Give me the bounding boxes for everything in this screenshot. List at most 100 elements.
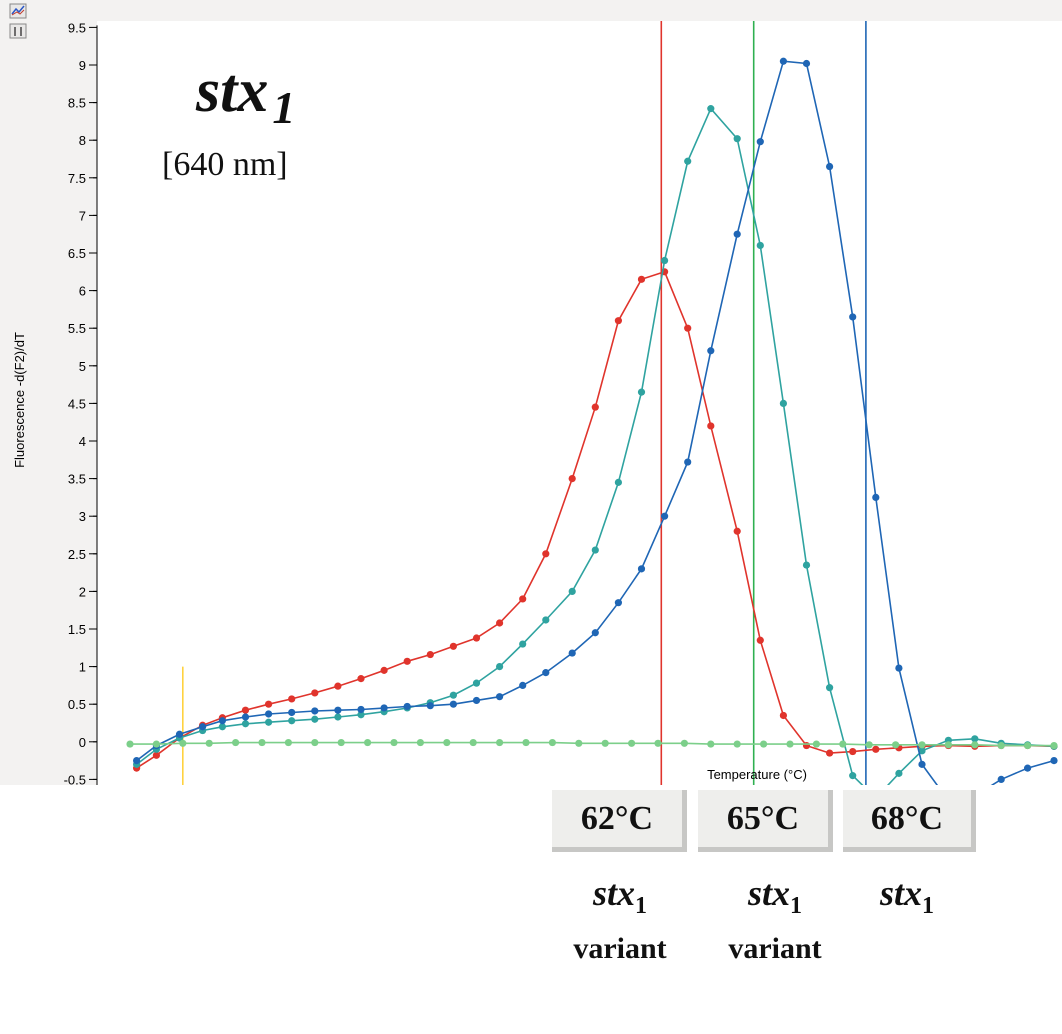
data-point: [839, 740, 847, 748]
y-tick-label: 4: [79, 434, 86, 449]
data-point: [199, 723, 207, 731]
data-point: [756, 636, 764, 644]
y-tick-label: 0: [79, 735, 86, 750]
data-point: [449, 700, 457, 708]
data-point: [872, 493, 880, 501]
data-point: [802, 59, 811, 68]
data-point: [232, 738, 240, 747]
data-point: [637, 565, 646, 573]
data-point: [944, 741, 953, 749]
chart-title: stx1 [640 nm]: [162, 57, 295, 183]
data-point: [971, 741, 979, 749]
chart-subtitle: [640 nm]: [162, 146, 288, 183]
data-point: [707, 422, 715, 430]
data-point: [591, 629, 599, 637]
data-point: [284, 738, 292, 747]
data-point: [849, 772, 857, 780]
temp-box-68: 68°C: [843, 790, 976, 852]
series-4: [126, 738, 1058, 750]
data-point: [971, 735, 979, 743]
gene-desc: variant: [573, 932, 667, 966]
data-point: [205, 739, 213, 747]
melting-curve-chart: 9.5 9 8.5 8 7.5 7 6.5 6 5.5 5 4.5 4 3.5 3 2.5 2 1.5 1 0.5 0…: [9, 3, 1062, 785]
data-point: [802, 561, 811, 569]
data-point: [179, 739, 187, 747]
data-point: [779, 711, 788, 720]
data-point: [568, 475, 576, 483]
data-point: [380, 666, 388, 674]
chart-title-subscript: 1: [272, 82, 295, 133]
y-tick-label: 7.5: [68, 171, 86, 186]
data-point: [288, 708, 296, 717]
data-point: [826, 684, 834, 692]
data-point: [426, 650, 434, 659]
data-point: [519, 640, 527, 648]
data-point: [265, 710, 273, 718]
data-point: [126, 740, 134, 748]
data-point: [684, 458, 692, 466]
data-point: [1050, 757, 1058, 765]
data-point: [895, 769, 903, 777]
data-point: [614, 599, 623, 607]
data-point: [380, 704, 388, 712]
data-point: [426, 702, 434, 710]
data-point: [241, 720, 250, 728]
temp-box-68-label: 68°C: [870, 799, 944, 837]
data-point: [258, 738, 266, 747]
data-point: [637, 275, 646, 283]
legend-toggle-icon[interactable]: [9, 23, 27, 39]
data-point: [614, 478, 623, 486]
chart-frame: 9.5 9 8.5 8 7.5 7 6.5 6 5.5 5 4.5 4 3.5 3 2.5 2 1.5 1 0.5 0…: [0, 0, 1062, 785]
data-point: [568, 649, 576, 657]
y-tick-label: 9.5: [68, 20, 86, 35]
y-tick-label: 6.5: [68, 246, 86, 261]
data-point: [334, 706, 342, 714]
label-stx1-68: stx1: [832, 870, 982, 929]
label-stx1-variant-62: stx1 variant: [545, 870, 695, 969]
y-axis-title: Fluorescence -d(F2)/dT: [12, 332, 27, 468]
chart-options-icon[interactable]: [9, 3, 27, 19]
data-point: [601, 739, 609, 747]
data-point: [311, 715, 319, 723]
data-point: [152, 740, 160, 748]
temp-box-62-label: 62°C: [580, 799, 654, 837]
data-point: [779, 57, 788, 65]
data-point: [334, 682, 342, 690]
y-tick-label: 5.5: [68, 321, 86, 336]
series-line: [130, 741, 1054, 747]
data-point: [786, 740, 794, 748]
data-point: [472, 634, 481, 642]
data-point: [175, 730, 184, 738]
data-point: [733, 135, 741, 143]
gene-name: stx1: [592, 873, 647, 920]
data-point: [918, 747, 926, 755]
data-point: [591, 546, 599, 554]
gene-desc: variant: [728, 932, 822, 966]
data-point: [548, 738, 557, 747]
data-point: [496, 693, 504, 701]
data-point: [152, 751, 160, 759]
data-point: [390, 738, 398, 747]
data-point: [542, 669, 550, 677]
data-point: [760, 740, 768, 748]
temp-box-62: 62°C: [552, 790, 687, 852]
data-point: [568, 587, 576, 596]
chart-title-text: stx1: [195, 57, 295, 133]
data-point: [357, 705, 365, 714]
data-point: [357, 711, 365, 719]
data-point: [288, 717, 296, 725]
data-point: [707, 105, 715, 113]
data-point: [311, 707, 319, 715]
data-point: [1024, 764, 1032, 772]
series-line: [136, 270, 1055, 769]
y-tick-label: 4.5: [68, 396, 86, 411]
y-tick-label: 6: [79, 284, 86, 299]
data-point: [756, 138, 764, 146]
data-point: [416, 738, 424, 747]
y-tick-label: 3.5: [68, 472, 86, 487]
plot-area: [97, 21, 1062, 785]
y-tick-label: 8: [79, 133, 86, 148]
data-point: [403, 702, 411, 711]
data-point: [496, 619, 504, 627]
gene-name: stx1: [879, 873, 934, 920]
